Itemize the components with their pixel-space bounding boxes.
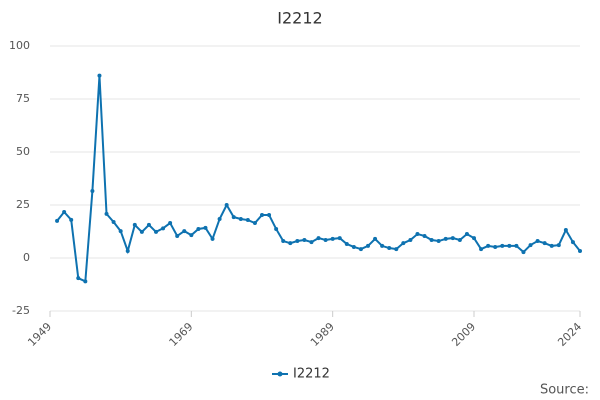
point — [493, 244, 498, 249]
point — [175, 233, 180, 238]
y-tick-label: 100 — [9, 39, 30, 52]
point — [76, 276, 81, 281]
x-tick-label: 1949 — [25, 320, 54, 349]
point — [189, 233, 194, 238]
point — [457, 237, 462, 242]
point — [436, 239, 441, 244]
y-tick-label: 25 — [16, 198, 30, 211]
chart-title: I2212 — [277, 9, 322, 28]
x-tick-label: 2024 — [555, 320, 584, 349]
point — [373, 236, 378, 241]
source: Source: — [540, 383, 589, 398]
point — [168, 221, 173, 226]
point — [521, 250, 526, 255]
point — [507, 243, 512, 248]
point — [578, 249, 582, 254]
point — [288, 241, 293, 246]
point — [217, 216, 222, 221]
point — [387, 246, 392, 251]
y-tick-label: 75 — [16, 92, 30, 105]
point — [69, 217, 74, 222]
point — [245, 218, 250, 223]
point — [500, 243, 505, 248]
point — [344, 242, 349, 247]
point — [486, 243, 491, 248]
x-tick-label: 1969 — [167, 320, 196, 349]
point — [132, 222, 137, 227]
point — [479, 247, 484, 252]
point — [62, 209, 67, 214]
point — [542, 241, 547, 246]
point — [528, 243, 533, 248]
point — [366, 243, 370, 248]
point — [182, 229, 187, 234]
point — [514, 243, 519, 248]
point — [330, 236, 335, 241]
point — [83, 279, 88, 284]
point — [408, 237, 413, 242]
point — [260, 212, 264, 217]
point — [450, 236, 455, 241]
y-tick-label: 50 — [16, 145, 30, 158]
point — [422, 233, 427, 238]
point — [380, 243, 385, 248]
point — [337, 236, 342, 241]
point — [394, 247, 399, 252]
point — [238, 216, 243, 221]
y-tick-label: -25 — [12, 304, 30, 317]
point — [97, 73, 102, 78]
point — [111, 219, 116, 224]
x-tick-label: 1989 — [308, 320, 337, 349]
point — [323, 237, 328, 242]
point — [281, 239, 286, 244]
point — [267, 212, 272, 217]
point — [472, 236, 476, 241]
point — [252, 221, 257, 226]
point — [563, 228, 568, 233]
point — [316, 236, 321, 241]
point — [295, 239, 300, 244]
point — [570, 240, 575, 245]
legend-marker — [277, 371, 283, 377]
point — [210, 236, 215, 241]
point — [224, 203, 229, 207]
line — [56, 75, 581, 283]
x-tick-label: 2009 — [449, 320, 478, 349]
y-tick-label: 0 — [23, 251, 30, 264]
point — [161, 226, 166, 231]
point — [196, 226, 201, 231]
point — [415, 232, 420, 237]
point — [464, 232, 469, 237]
point — [549, 243, 554, 248]
point — [429, 237, 434, 242]
point — [274, 226, 279, 231]
legend-label: I2212 — [293, 367, 330, 382]
point — [203, 225, 208, 230]
point — [104, 211, 109, 216]
point — [556, 243, 561, 248]
point — [309, 240, 314, 245]
point — [125, 249, 130, 254]
point — [401, 241, 406, 246]
point — [154, 229, 158, 234]
point — [55, 218, 60, 223]
point — [443, 236, 448, 241]
point — [146, 222, 151, 227]
point — [302, 237, 307, 242]
point — [231, 215, 236, 220]
point — [358, 247, 363, 252]
point — [139, 229, 144, 234]
point — [535, 239, 540, 244]
point — [351, 244, 356, 249]
point — [90, 189, 95, 194]
point — [118, 229, 123, 234]
